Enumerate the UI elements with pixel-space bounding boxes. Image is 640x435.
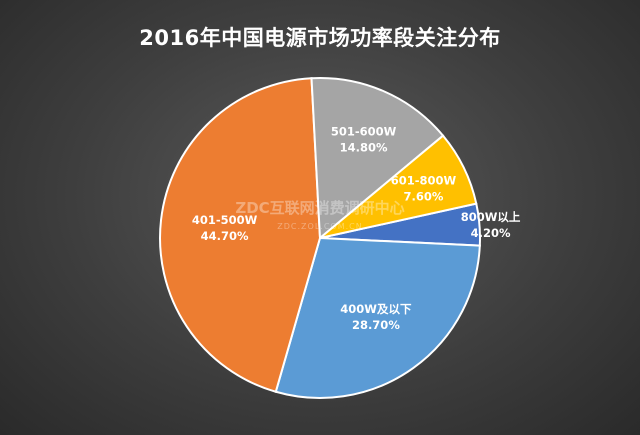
chart-title: 2016年中国电源市场功率段关注分布 [139, 26, 501, 50]
slice-value-4: 7.60% [404, 189, 444, 203]
slice-value-2: 44.70% [201, 229, 249, 243]
pie-slice-3 [310, 77, 445, 241]
slice-value-0: 4.20% [471, 226, 511, 240]
pie-slice-2 [159, 77, 322, 394]
watermark: ZDC互联网消费调研中心 ZDC.ZOL.COM.CN [235, 199, 404, 231]
slice-label-3: 501-600W 14.80% [331, 124, 397, 154]
slice-category-2: 401-500W [192, 213, 258, 227]
slice-value-1: 28.70% [352, 318, 400, 332]
slice-category-0: 800W以上 [461, 210, 521, 224]
slice-value-3: 14.80% [340, 140, 388, 154]
slice-label-4: 601-800W 7.60% [391, 173, 457, 203]
slice-label-2: 401-500W 44.70% [192, 213, 258, 243]
slice-label-0: 800W以上 4.20% [461, 210, 521, 240]
pie-slice-1 [274, 236, 481, 399]
slice-label-1: 400W及以下 28.70% [340, 302, 412, 332]
watermark-sub: ZDC.ZOL.COM.CN [277, 222, 362, 231]
slice-category-4: 601-800W [391, 173, 457, 187]
slice-category-3: 501-600W [331, 124, 397, 138]
slice-category-1: 400W及以下 [340, 302, 412, 316]
watermark-main: ZDC互联网消费调研中心 [235, 199, 404, 217]
pie-slice-4 [319, 134, 478, 239]
